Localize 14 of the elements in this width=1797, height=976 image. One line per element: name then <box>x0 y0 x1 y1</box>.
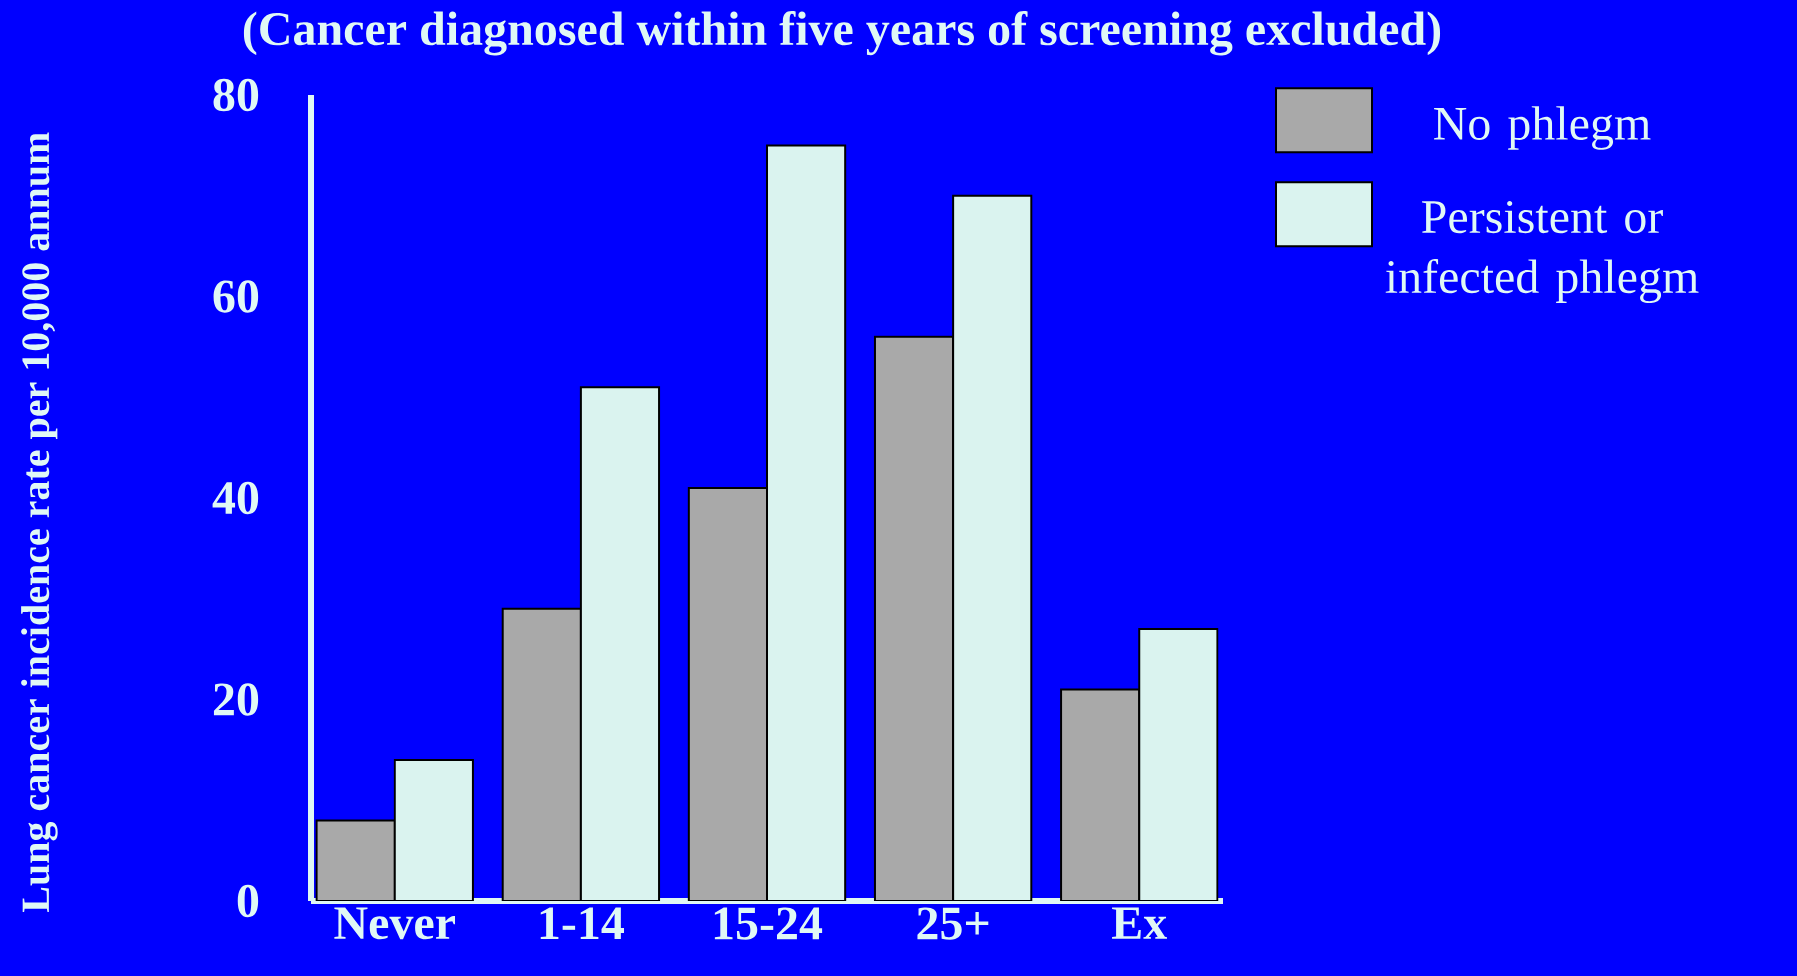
x-tick-label: Never <box>334 907 456 940</box>
y-axis-title: Lung cancer incidence rate per 10,000 annum <box>21 132 58 913</box>
y-tick-label: 0 <box>237 884 259 918</box>
y-tick-label: 20 <box>213 683 259 716</box>
x-tick-label: 1-14 <box>540 907 624 940</box>
x-tick-label: 15-24 <box>714 907 823 940</box>
chart-title: (Cancer diagnosed within five years of screening excluded) <box>243 11 1441 56</box>
legend-label: Persistent or infected phlegm <box>1385 200 1699 304</box>
y-tick-label: 80 <box>213 78 259 112</box>
legend-label: No phlegm <box>1434 106 1651 150</box>
y-tick-label: 60 <box>213 280 259 313</box>
x-tick-label: Ex <box>1112 907 1167 939</box>
x-tick-label: 25+ <box>917 907 989 940</box>
y-tick-label: 40 <box>212 481 259 515</box>
